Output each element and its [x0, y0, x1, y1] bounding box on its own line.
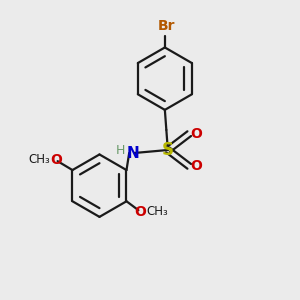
Text: S: S: [162, 141, 174, 159]
Text: O: O: [134, 205, 146, 219]
Text: N: N: [126, 146, 139, 161]
Text: CH₃: CH₃: [146, 205, 168, 218]
Text: CH₃: CH₃: [28, 153, 50, 166]
Text: H: H: [116, 144, 125, 157]
Text: O: O: [190, 159, 202, 173]
Text: Br: Br: [158, 20, 175, 34]
Text: O: O: [50, 153, 62, 167]
Text: O: O: [190, 127, 202, 141]
